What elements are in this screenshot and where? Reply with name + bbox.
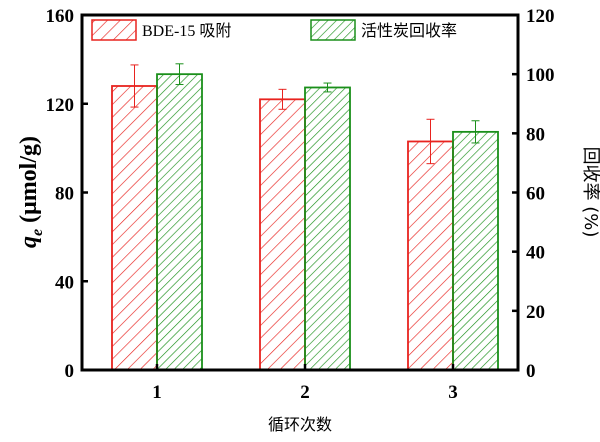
x-tick-label: 3 — [448, 382, 458, 403]
bar-recovery-1 — [156, 73, 203, 371]
bar-recovery-2 — [304, 86, 351, 371]
y-left-tick-label: 160 — [46, 6, 75, 27]
error-bar — [175, 63, 184, 86]
legend-label-bde15: BDE-15 吸附 — [142, 22, 231, 40]
y-right-tick-label: 0 — [526, 361, 536, 382]
y-left-tick-label: 40 — [55, 272, 74, 293]
bar-bde15-3 — [407, 140, 454, 371]
error-bar — [130, 64, 139, 108]
y-left-tick-label: 120 — [46, 95, 75, 116]
x-tick-label: 1 — [152, 382, 162, 403]
error-bar — [323, 82, 332, 93]
y-left-label-unit: (μmol/g) — [16, 136, 42, 229]
y-right-tick-label: 120 — [526, 6, 555, 27]
y-right-tick-label: 20 — [526, 302, 545, 323]
y-right-tick-label: 80 — [526, 124, 545, 145]
y-right-tick-label: 40 — [526, 243, 545, 264]
y-left-label-sub: e — [29, 229, 46, 236]
error-bar — [278, 88, 287, 110]
bar-recovery-3 — [452, 130, 499, 371]
bar-bde15-1 — [111, 85, 158, 371]
y-right-tick-label: 60 — [526, 184, 545, 205]
y-axis-left-label: qe (μmol/g) — [16, 136, 46, 248]
error-bar — [426, 118, 435, 165]
x-tick-label: 2 — [300, 382, 310, 403]
y-left-label-q: q — [16, 236, 42, 248]
x-axis-label: 循环次数 — [268, 415, 332, 434]
legend-swatch-bde15 — [91, 19, 137, 41]
y-right-tick-label: 100 — [526, 65, 555, 86]
bar-bde15-2 — [259, 98, 306, 371]
y-axis-right-label: 回收率 (%) — [580, 147, 600, 238]
error-bar — [471, 120, 480, 144]
legend-label-recovery: 活性炭回收率 — [361, 22, 457, 40]
legend-swatch-recovery — [310, 19, 356, 41]
y-left-tick-label: 80 — [55, 184, 74, 205]
y-left-tick-label: 0 — [65, 361, 75, 382]
